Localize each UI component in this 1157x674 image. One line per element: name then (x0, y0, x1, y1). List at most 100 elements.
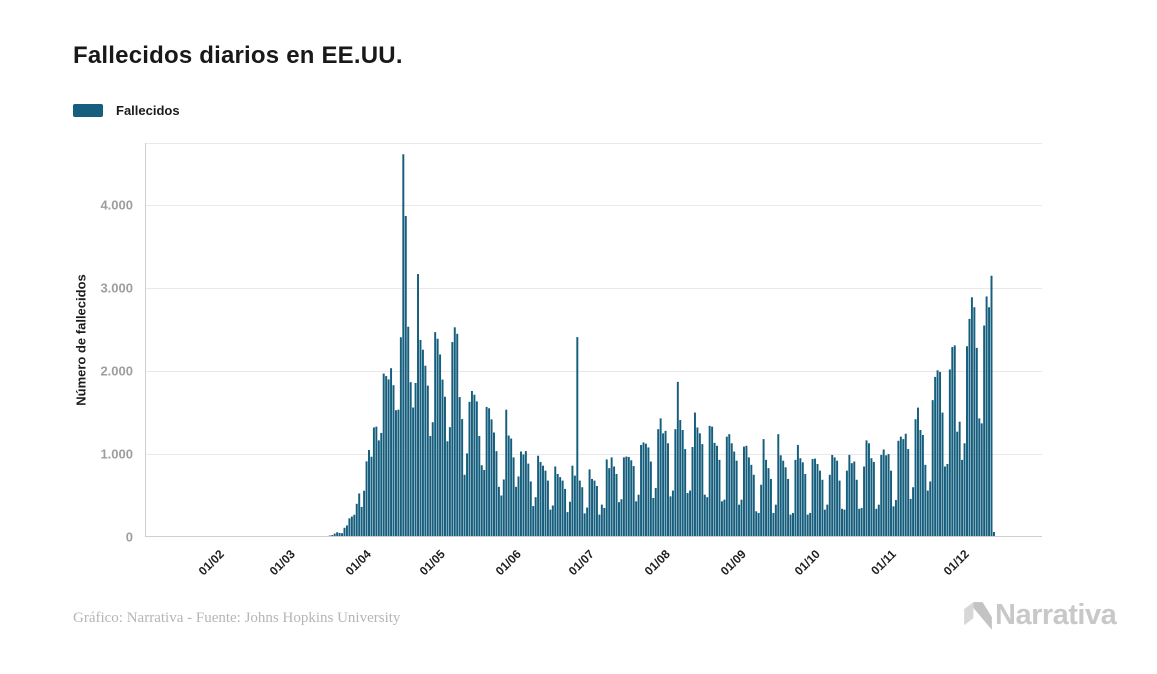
bar[interactable] (676, 381, 679, 537)
bar[interactable] (355, 503, 358, 537)
bar[interactable] (338, 532, 341, 537)
bar[interactable] (782, 460, 785, 537)
bar[interactable] (375, 426, 378, 537)
bar[interactable] (828, 474, 831, 537)
bar[interactable] (439, 354, 442, 537)
bar[interactable] (564, 488, 567, 537)
bar[interactable] (377, 440, 380, 537)
bar[interactable] (941, 412, 944, 537)
bar[interactable] (899, 436, 902, 537)
bar[interactable] (495, 451, 498, 537)
bar[interactable] (880, 454, 883, 537)
bar[interactable] (382, 373, 385, 537)
bar[interactable] (762, 439, 765, 537)
bar[interactable] (833, 457, 836, 537)
bar[interactable] (814, 458, 817, 537)
bar[interactable] (451, 342, 454, 537)
bar[interactable] (426, 385, 429, 537)
bar[interactable] (497, 486, 500, 537)
bar[interactable] (475, 401, 478, 537)
bar[interactable] (978, 418, 981, 537)
bar[interactable] (853, 461, 856, 537)
bar[interactable] (892, 506, 895, 537)
bar[interactable] (845, 470, 848, 537)
bar[interactable] (407, 326, 410, 537)
bar[interactable] (706, 497, 709, 537)
bar[interactable] (390, 368, 393, 537)
bar[interactable] (804, 473, 807, 537)
bar[interactable] (368, 449, 370, 537)
bar[interactable] (510, 438, 513, 537)
bar[interactable] (914, 419, 917, 537)
bar[interactable] (556, 473, 559, 537)
bar[interactable] (948, 369, 951, 537)
bar[interactable] (936, 370, 939, 537)
bar[interactable] (875, 508, 878, 537)
bar[interactable] (539, 461, 542, 537)
bar[interactable] (463, 474, 466, 537)
bar[interactable] (745, 445, 748, 537)
bar[interactable] (696, 427, 699, 537)
bar[interactable] (591, 478, 594, 537)
bar[interactable] (667, 443, 669, 537)
bar[interactable] (480, 465, 483, 537)
bar[interactable] (738, 504, 741, 537)
bar[interactable] (983, 325, 986, 537)
bar[interactable] (421, 349, 424, 537)
bar[interactable] (458, 397, 461, 537)
bar[interactable] (792, 512, 794, 537)
bar[interactable] (365, 461, 368, 537)
bar[interactable] (806, 514, 809, 537)
bar[interactable] (571, 465, 574, 537)
bar[interactable] (902, 439, 905, 537)
bar[interactable] (632, 466, 635, 537)
bar[interactable] (627, 456, 630, 537)
bar[interactable] (975, 347, 978, 537)
bar[interactable] (500, 495, 503, 537)
bar[interactable] (603, 507, 606, 537)
bar[interactable] (566, 512, 569, 537)
bar[interactable] (605, 459, 608, 537)
bar[interactable] (789, 514, 792, 537)
bar[interactable] (779, 455, 782, 537)
bar[interactable] (534, 497, 537, 537)
bar[interactable] (826, 504, 829, 537)
bar[interactable] (642, 442, 645, 537)
bar[interactable] (662, 433, 665, 537)
bar[interactable] (794, 459, 797, 537)
bar[interactable] (774, 504, 777, 537)
bar[interactable] (934, 376, 937, 537)
bar[interactable] (419, 339, 422, 537)
bar[interactable] (466, 453, 469, 537)
bar[interactable] (551, 505, 554, 537)
bar[interactable] (701, 444, 704, 537)
bar[interactable] (703, 494, 706, 537)
bar[interactable] (372, 427, 375, 537)
bar[interactable] (926, 490, 929, 537)
bar[interactable] (921, 434, 924, 537)
bar[interactable] (725, 436, 728, 537)
bar[interactable] (576, 337, 579, 537)
bar[interactable] (931, 400, 934, 537)
bar[interactable] (985, 296, 988, 537)
bar[interactable] (622, 457, 625, 537)
bar[interactable] (863, 466, 866, 537)
bar[interactable] (664, 430, 667, 537)
bar[interactable] (404, 215, 407, 537)
bar[interactable] (953, 345, 956, 537)
bar[interactable] (943, 466, 946, 537)
bar[interactable] (350, 516, 353, 537)
bar[interactable] (640, 444, 643, 537)
bar[interactable] (478, 435, 481, 537)
bar[interactable] (385, 376, 388, 537)
bar[interactable] (671, 490, 674, 537)
bar[interactable] (473, 394, 476, 537)
bar[interactable] (961, 459, 964, 537)
bar[interactable] (968, 318, 971, 537)
bar[interactable] (586, 507, 589, 537)
bar[interactable] (644, 443, 647, 537)
bar[interactable] (657, 429, 660, 537)
bar[interactable] (429, 435, 432, 537)
bar[interactable] (787, 478, 790, 537)
bar[interactable] (507, 435, 510, 537)
